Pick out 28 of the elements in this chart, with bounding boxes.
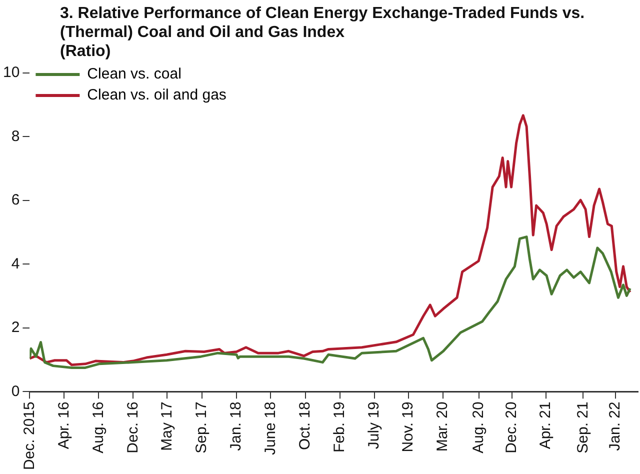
x-tick-label: Dec. 16 [124, 402, 142, 454]
y-tick-label: 0 [11, 382, 20, 400]
x-tick-label: Aug. 20 [470, 402, 488, 454]
x-tick-label: Feb. 19 [330, 402, 348, 452]
x-tick-label: June 18 [262, 402, 279, 456]
y-tick-label: 8 [11, 128, 20, 145]
y-tick-label: 10 [2, 64, 20, 82]
x-tick-label: Sep. 21 [574, 402, 592, 454]
y-tick-label: 2 [11, 319, 20, 336]
y-tick-label: 4 [11, 255, 20, 272]
x-tick-label: July 19 [365, 402, 382, 450]
x-tick-label: Sep. 17 [193, 402, 210, 454]
x-tick-label: Apr. 21 [537, 402, 554, 450]
legend-label: Clean vs. oil and gas [87, 86, 226, 104]
chart-title: 3. Relative Performance of Clean Energy Exchange-Traded Funds vs. (Thermal) Coal and Oil and Gas Index [59, 4, 586, 42]
x-tick-label: Jan. 18 [228, 402, 245, 451]
x-tick-label: May 17 [158, 402, 176, 451]
x-tick-label: Mar. 20 [434, 402, 451, 452]
x-tick-label: Dec. 20 [502, 402, 520, 454]
x-tick-label: Jan. 22 [606, 402, 624, 451]
legend-label: Clean vs. coal [87, 66, 182, 83]
x-tick-label: Nov. 19 [400, 402, 417, 452]
chart-subtitle: (Ratio) [59, 42, 112, 61]
x-tick-label: Dec. 2015 [20, 402, 38, 470]
x-tick-label: Oct. 18 [296, 402, 314, 450]
x-tick-label: Apr. 16 [55, 402, 72, 450]
x-tick-label: Aug. 16 [90, 402, 107, 454]
y-tick-label: 6 [11, 192, 20, 209]
